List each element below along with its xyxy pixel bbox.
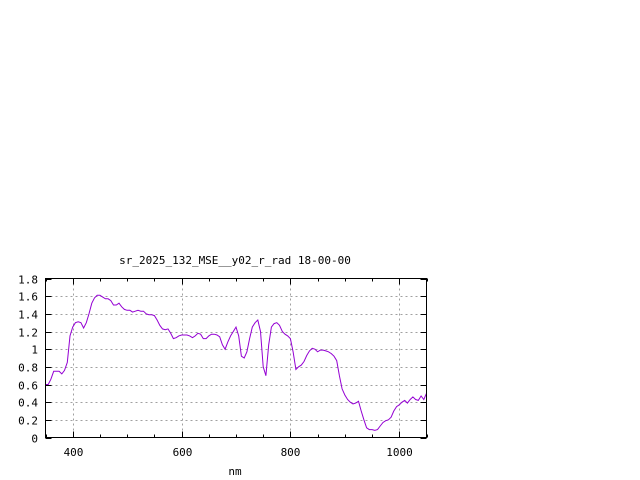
y-tick-label: 0.4 — [18, 397, 38, 410]
x-tick-label: 1000 — [386, 446, 413, 459]
tick-labels: 0 0.2 0.4 0.6 0.8 1 1.2 1.4 1.6 1.8 400 600 800 1000 — [18, 274, 413, 460]
y-tick-label: 1.2 — [18, 327, 38, 340]
y-tick-label: 0.8 — [18, 362, 38, 375]
x-tick-label: 600 — [173, 446, 193, 459]
x-axis-label: nm — [228, 465, 242, 478]
series-layer — [45, 294, 427, 431]
grid-lines — [45, 278, 427, 438]
plot-frame — [45, 278, 427, 438]
y-tick-label: 1.4 — [18, 309, 38, 322]
y-tick-label: 0.2 — [18, 415, 38, 428]
y-tick-label: 0.6 — [18, 380, 38, 393]
y-tick-label: 1.8 — [18, 274, 38, 287]
series-line — [45, 294, 427, 431]
y-tick-label: 1.6 — [18, 291, 38, 304]
chart-title: sr_2025_132_MSE__y02_r_rad 18-00-00 — [119, 254, 351, 267]
y-tick-label: 1 — [31, 344, 38, 357]
y-tick-label: 0 — [31, 433, 38, 446]
x-tick-label: 800 — [281, 446, 301, 459]
axis-ticks — [45, 278, 428, 439]
x-tick-label: 400 — [64, 446, 84, 459]
